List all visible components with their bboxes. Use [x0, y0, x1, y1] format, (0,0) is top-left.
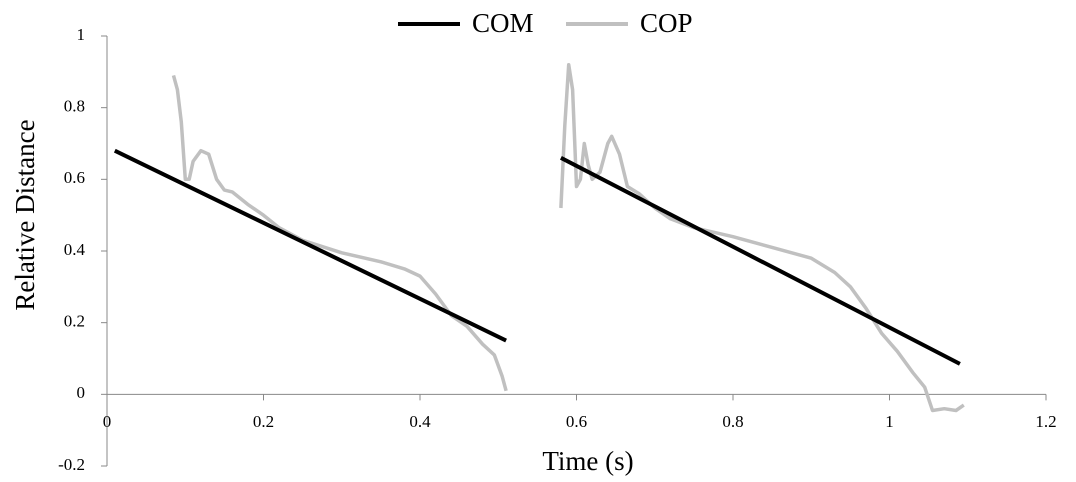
x-tick-label: 0.8: [722, 412, 743, 431]
y-tick-label: 1: [77, 25, 86, 44]
y-axis-label: Relative Distance: [10, 119, 40, 310]
x-tick-label: 0: [103, 412, 112, 431]
y-tick-label: 0.8: [64, 97, 85, 116]
x-tick-label: 0.2: [253, 412, 274, 431]
series-line: [113, 148, 961, 366]
y-tick-label: 0: [77, 383, 86, 402]
series-line: [171, 62, 965, 413]
legend-label: COP: [640, 8, 693, 38]
y-tick-label: 0.6: [64, 168, 85, 187]
y-tick-label: -0.2: [58, 455, 85, 474]
y-tick-label: 0.2: [64, 312, 85, 331]
legend-label: COM: [472, 8, 534, 38]
x-tick-label: 1.2: [1035, 412, 1056, 431]
x-tick-label: 0.6: [566, 412, 587, 431]
x-tick-label: 0.4: [409, 412, 431, 431]
x-tick-label: 1: [885, 412, 894, 431]
x-axis-label: Time (s): [542, 446, 633, 476]
y-tick-label: 0.4: [64, 240, 86, 259]
